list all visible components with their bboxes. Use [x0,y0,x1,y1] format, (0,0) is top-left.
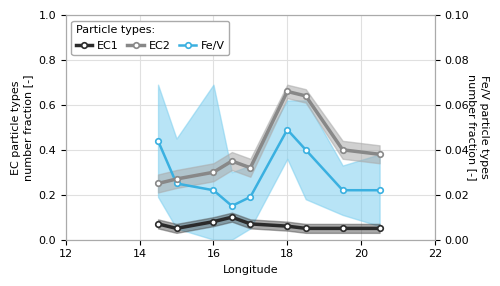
Legend: EC1, EC2, Fe/V: EC1, EC2, Fe/V [72,21,229,55]
X-axis label: Longitude: Longitude [222,265,278,275]
Y-axis label: Fe/V particle types
number fraction [-]: Fe/V particle types number fraction [-] [468,74,489,181]
Y-axis label: EC particle types
number fraction [-]: EC particle types number fraction [-] [11,74,32,181]
